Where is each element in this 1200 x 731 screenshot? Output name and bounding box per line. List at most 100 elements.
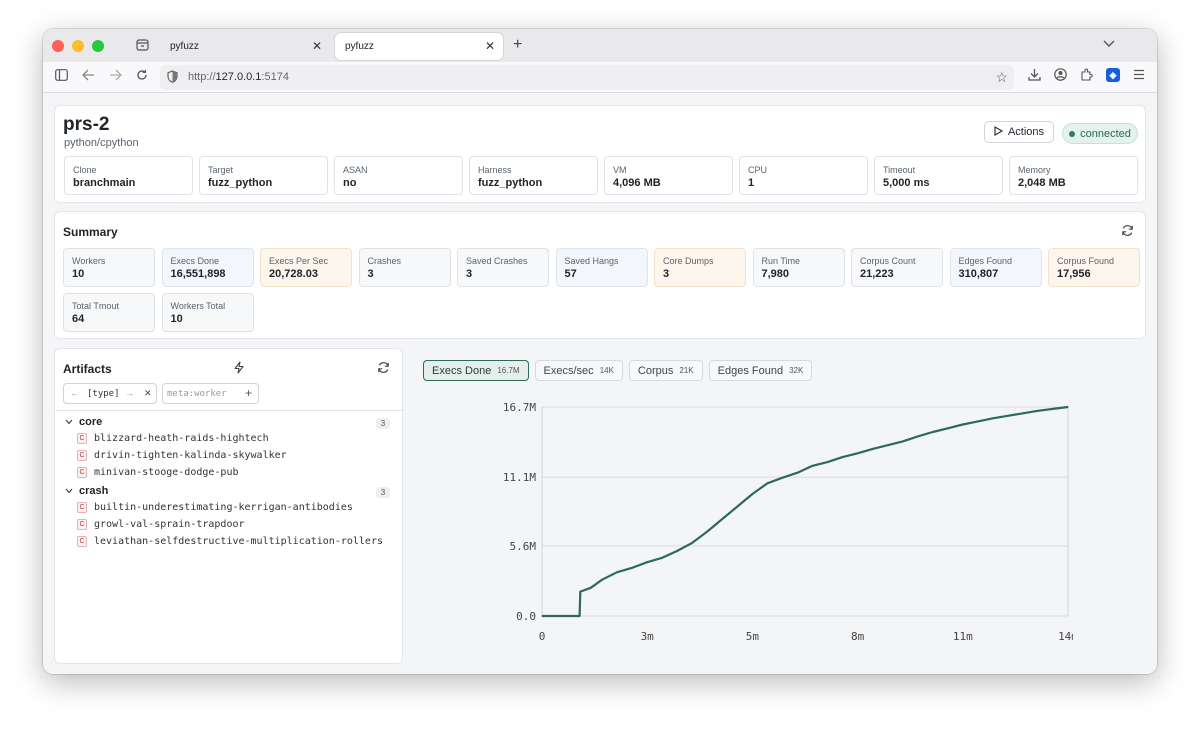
meta-filter[interactable]: meta:worker + (162, 383, 259, 404)
artifacts-divider (55, 410, 404, 411)
stat-value: 10 (170, 313, 183, 325)
actions-label: Actions (1007, 126, 1045, 138)
chart-tab-label: Corpus (637, 364, 674, 377)
browser-tab[interactable]: pyfuzz ✕ (160, 33, 330, 60)
artifact-name: minivan-stooge-dodge-pub (94, 467, 239, 478)
stat-value: 3 (663, 268, 670, 280)
chart-tab-count: 16.7M (497, 366, 520, 375)
x-tick-label: 14m (1058, 630, 1073, 643)
type-filter-value: [type] (87, 389, 120, 399)
summary-card: Summary Workers 10 Execs Done 16,551,898 Exe… (54, 211, 1146, 339)
data-point (992, 417, 994, 419)
data-point (1007, 415, 1009, 417)
data-point (1052, 408, 1054, 410)
chart-tab-edges-found[interactable]: Edges Found 32K (708, 360, 813, 381)
minimize-window-button[interactable] (72, 40, 84, 52)
chart-tab-corpus[interactable]: Corpus 21K (628, 360, 703, 381)
close-window-button[interactable] (52, 40, 64, 52)
stat-value: 310,807 (958, 268, 999, 280)
download-icon[interactable] (1028, 68, 1041, 84)
field-label: Harness (478, 165, 512, 175)
bookmark-star-icon[interactable]: ☆ (995, 69, 1008, 85)
header-field: VM 4,096 MB (604, 156, 733, 195)
field-value: 1 (748, 177, 755, 189)
repo-subtitle: python/cpython (64, 137, 139, 149)
browser-tab-active[interactable]: pyfuzz ✕ (335, 33, 503, 60)
stat-label: Workers (72, 256, 106, 266)
actions-button[interactable]: Actions (984, 121, 1054, 143)
data-point (601, 579, 603, 581)
chart-tab-execs-done[interactable]: Execs Done 16.7M (423, 360, 529, 381)
data-point (932, 431, 934, 433)
url-bar[interactable]: http://127.0.0.1:5174 ☆ (160, 65, 1014, 90)
reload-icon[interactable] (136, 69, 148, 84)
close-tab-icon[interactable]: ✕ (311, 39, 322, 53)
header-field: Timeout 5,000 ms (874, 156, 1003, 195)
data-point (590, 587, 592, 589)
url-port: :5174 (261, 71, 289, 83)
data-point (676, 550, 678, 552)
tab-overview-icon[interactable] (136, 38, 150, 52)
back-arrow-icon[interactable] (82, 69, 95, 84)
add-filter-icon[interactable]: + (245, 386, 253, 400)
new-tab-icon[interactable]: + (513, 36, 523, 53)
stat-value: 20,728.03 (269, 268, 318, 280)
stat-label: Core Dumps (663, 256, 714, 266)
tab-list-chevron-icon[interactable] (1103, 37, 1115, 51)
chart-tab-count: 14K (599, 366, 614, 375)
play-icon (994, 125, 1004, 139)
prev-arrow-icon[interactable]: ← (70, 388, 79, 398)
shield-icon[interactable] (167, 70, 178, 86)
artifact-group-crash[interactable]: crash (65, 485, 108, 497)
menu-icon[interactable] (1133, 68, 1145, 84)
job-header-card: prs-2 python/cpython Actions connected C… (54, 105, 1146, 203)
data-point (902, 440, 904, 443)
chevron-down-icon[interactable] (65, 485, 73, 497)
bitwarden-extension-icon[interactable]: ◈ (1106, 68, 1120, 82)
page-title: prs-2 (63, 114, 110, 135)
close-tab-icon[interactable]: ✕ (484, 39, 495, 53)
field-value: no (343, 177, 357, 189)
account-icon[interactable] (1054, 68, 1067, 84)
sidebar-toggle-icon[interactable] (55, 69, 68, 84)
url-scheme: http:// (188, 71, 216, 83)
data-point (841, 456, 844, 458)
field-label: VM (613, 165, 627, 175)
stat-label: Corpus Found (1057, 256, 1115, 266)
data-point (706, 530, 708, 533)
stat-value: 21,223 (860, 268, 894, 280)
data-point (578, 615, 581, 617)
artifacts-refresh-icon[interactable] (377, 361, 390, 377)
zoom-window-button[interactable] (92, 40, 104, 52)
type-filter[interactable]: ← [type] → ✕ (63, 383, 157, 404)
field-label: Memory (1018, 165, 1051, 175)
chart-tab-execs-sec[interactable]: Execs/sec 14K (534, 360, 623, 381)
next-arrow-icon[interactable]: → (125, 388, 134, 398)
field-label: ASAN (343, 165, 368, 175)
group-name: crash (79, 485, 109, 497)
forward-arrow-icon[interactable] (109, 69, 122, 84)
summary-refresh-icon[interactable] (1121, 224, 1134, 240)
summary-stat: Saved Hangs 57 (555, 248, 648, 287)
stat-value: 10 (72, 268, 85, 280)
stat-label: Workers Total (170, 301, 226, 311)
y-tick-label: 0.0 (516, 610, 536, 623)
stat-value: 17,956 (1057, 268, 1091, 280)
field-value: branchmain (73, 177, 136, 189)
chart-tab-label: Execs Done (432, 364, 492, 377)
chevron-down-icon[interactable] (65, 416, 73, 428)
artifact-group-core[interactable]: core (65, 416, 102, 428)
y-tick-label: 11.1M (503, 471, 536, 484)
extensions-puzzle-icon[interactable] (1080, 68, 1093, 84)
header-field: CPU 1 (739, 156, 868, 195)
data-point (796, 472, 799, 474)
clear-filter-icon[interactable]: ✕ (144, 388, 152, 398)
lightning-icon[interactable] (233, 361, 245, 377)
summary-stat: Total Tmout 64 (63, 293, 155, 332)
